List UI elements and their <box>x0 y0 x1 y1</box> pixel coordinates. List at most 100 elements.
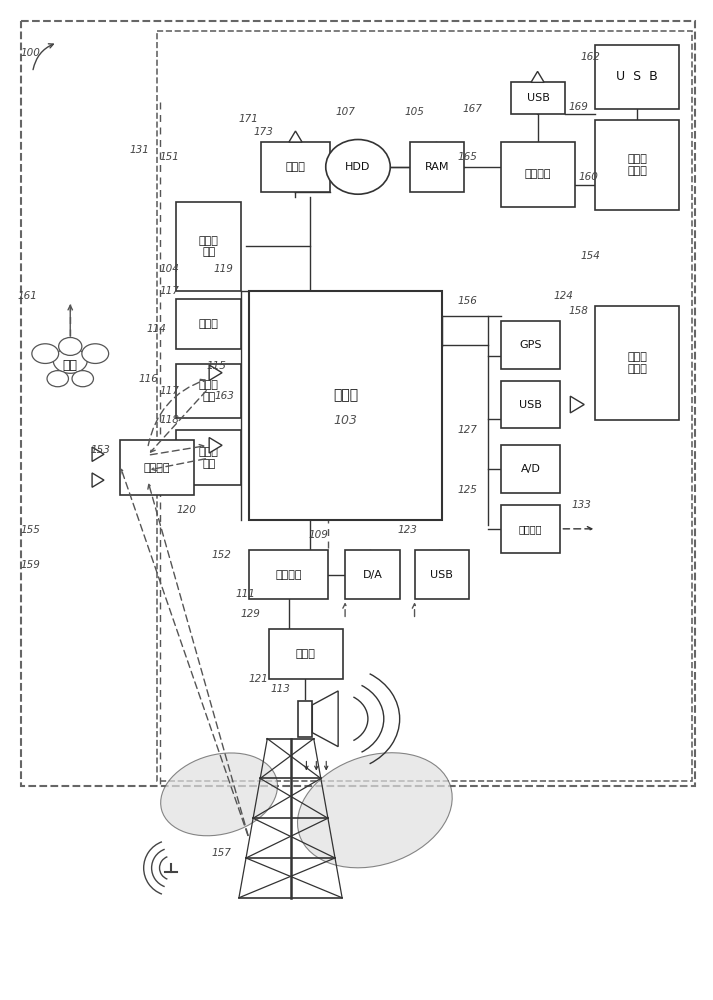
Bar <box>299 701 312 737</box>
Text: 160: 160 <box>578 172 598 182</box>
Text: 155: 155 <box>21 525 41 535</box>
Text: USB: USB <box>519 400 542 410</box>
Text: 处理器: 处理器 <box>333 389 358 403</box>
Text: 显示器: 显示器 <box>199 319 219 329</box>
Text: 156: 156 <box>457 296 477 306</box>
Ellipse shape <box>160 753 277 836</box>
Text: RAM: RAM <box>425 162 449 172</box>
Text: 105: 105 <box>404 107 424 117</box>
Text: USB: USB <box>527 93 550 103</box>
Polygon shape <box>289 131 302 142</box>
Text: 100: 100 <box>21 47 41 57</box>
Text: 154: 154 <box>580 251 600 261</box>
Bar <box>501 142 575 207</box>
Text: 167: 167 <box>462 104 482 114</box>
Text: 131: 131 <box>130 145 150 155</box>
Text: 158: 158 <box>568 306 588 316</box>
Ellipse shape <box>82 344 108 363</box>
Text: 107: 107 <box>335 107 355 117</box>
Text: 113: 113 <box>271 684 290 694</box>
Text: 104: 104 <box>160 264 180 274</box>
Bar <box>595 306 679 420</box>
Text: 调制解
调器: 调制解 调器 <box>199 447 219 469</box>
Text: 153: 153 <box>90 445 110 455</box>
Text: 119: 119 <box>213 264 233 274</box>
Text: 111: 111 <box>236 589 256 599</box>
Bar <box>501 321 560 369</box>
Bar <box>595 120 679 210</box>
Text: 辅助输入: 辅助输入 <box>519 524 543 534</box>
Text: HDD: HDD <box>345 162 371 172</box>
Bar <box>120 440 194 495</box>
Text: 152: 152 <box>211 550 231 560</box>
Text: D/A: D/A <box>362 570 382 580</box>
Text: 121: 121 <box>249 674 269 684</box>
Bar <box>249 550 328 599</box>
Text: USB: USB <box>431 570 453 580</box>
Ellipse shape <box>32 344 58 363</box>
Text: 173: 173 <box>254 127 274 137</box>
Text: 151: 151 <box>160 152 180 162</box>
Polygon shape <box>570 396 584 413</box>
Bar <box>261 142 330 192</box>
Text: 123: 123 <box>398 525 418 535</box>
Ellipse shape <box>47 371 68 387</box>
Bar <box>249 291 442 520</box>
Text: 127: 127 <box>457 425 477 435</box>
Bar <box>501 381 560 428</box>
Text: 103: 103 <box>334 414 358 427</box>
Bar <box>511 82 565 114</box>
Text: 移动装置: 移动装置 <box>144 463 170 473</box>
Bar <box>21 21 695 786</box>
Bar <box>501 505 560 553</box>
Polygon shape <box>531 71 544 82</box>
Text: 129: 129 <box>241 609 261 619</box>
Text: 163: 163 <box>214 391 234 401</box>
Ellipse shape <box>297 753 452 868</box>
Ellipse shape <box>58 338 82 355</box>
Text: U  S  B: U S B <box>617 70 658 83</box>
Bar <box>176 430 241 485</box>
Text: 车载导
航装置: 车载导 航装置 <box>627 154 647 176</box>
Bar <box>501 445 560 493</box>
Bar <box>595 45 679 109</box>
Ellipse shape <box>326 140 390 194</box>
Polygon shape <box>92 447 104 461</box>
Text: 165: 165 <box>457 152 477 162</box>
Text: A/D: A/D <box>520 464 540 474</box>
Text: 133: 133 <box>571 500 591 510</box>
Bar <box>176 202 241 291</box>
Text: 117: 117 <box>160 286 180 296</box>
Polygon shape <box>209 438 222 453</box>
Text: 网络: 网络 <box>63 359 78 372</box>
Polygon shape <box>92 473 104 487</box>
Bar <box>157 31 692 781</box>
Polygon shape <box>209 365 222 380</box>
Text: 124: 124 <box>553 291 573 301</box>
Text: 161: 161 <box>18 291 38 301</box>
Bar <box>409 142 464 192</box>
Bar <box>176 299 241 349</box>
Text: 放大器: 放大器 <box>296 649 316 659</box>
Text: 159: 159 <box>21 560 41 570</box>
Text: 辅助装置: 辅助装置 <box>525 169 551 179</box>
Text: GPS: GPS <box>519 340 542 350</box>
Text: 蓝牙收
发器: 蓝牙收 发器 <box>199 380 219 402</box>
Bar <box>176 364 241 418</box>
Text: 蓝牙配对: 蓝牙配对 <box>275 570 302 580</box>
Text: 125: 125 <box>457 485 477 495</box>
Text: 169: 169 <box>568 102 588 112</box>
Text: 171: 171 <box>239 114 259 124</box>
Text: 路由器: 路由器 <box>285 162 305 172</box>
Text: 115: 115 <box>206 361 226 371</box>
Bar <box>269 629 343 679</box>
Text: 109: 109 <box>308 530 328 540</box>
Text: 个人导
航装置: 个人导 航装置 <box>627 352 647 374</box>
Text: 116: 116 <box>139 374 158 384</box>
Text: 114: 114 <box>147 324 167 334</box>
Text: 输入选
择器: 输入选 择器 <box>199 236 219 257</box>
Text: 120: 120 <box>176 505 196 515</box>
Bar <box>414 550 469 599</box>
Text: 118: 118 <box>160 415 180 425</box>
Text: 162: 162 <box>580 52 600 62</box>
